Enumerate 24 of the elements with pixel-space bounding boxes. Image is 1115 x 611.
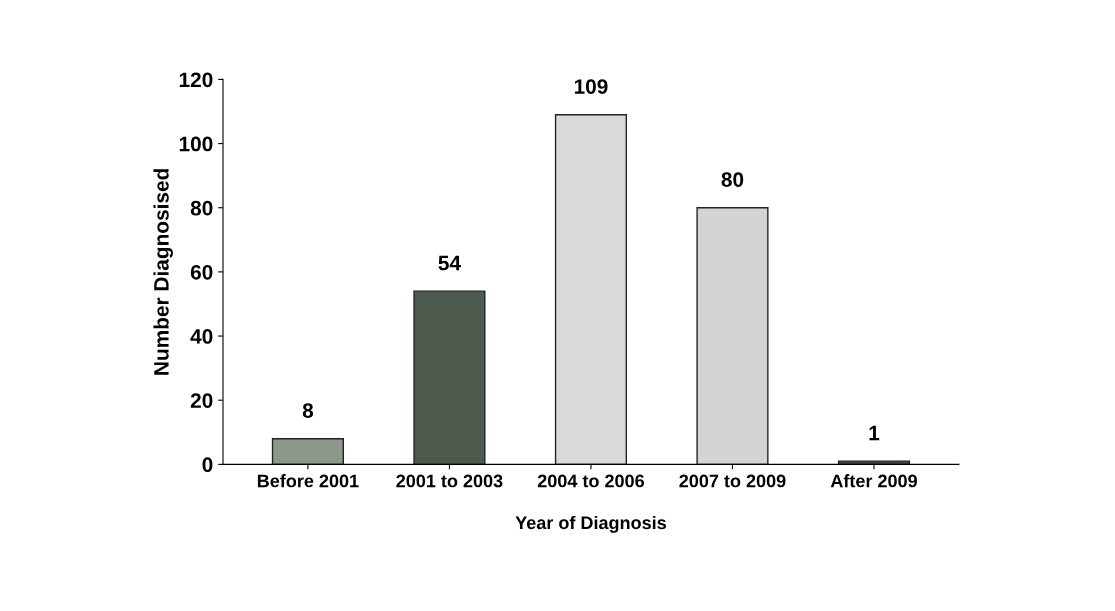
y-tick-label: 60: [190, 264, 213, 280]
x-tick-label: Before 2001: [257, 474, 359, 488]
x-axis-title: Year of Diagnosis: [515, 515, 666, 533]
data-label: 8: [302, 403, 314, 418]
bar: [696, 207, 769, 465]
y-tick-label: 100: [179, 136, 213, 152]
y-tick-label: 120: [179, 72, 213, 88]
x-tick-label: After 2009: [830, 474, 917, 488]
bar: [271, 438, 344, 465]
x-tick-label: 2001 to 2003: [396, 474, 503, 488]
bar: [837, 460, 911, 465]
y-axis-title: Number Diagnosised: [153, 169, 173, 375]
bar: [413, 290, 486, 465]
y-tick-label: 40: [190, 329, 213, 344]
data-label: 80: [721, 172, 744, 187]
x-tick-label: 2007 to 2009: [679, 474, 786, 488]
x-tick-label: 2004 to 2006: [537, 474, 645, 488]
bar: [554, 114, 628, 465]
data-label: 1: [869, 425, 880, 441]
data-label: 54: [438, 255, 461, 271]
y-tick-label: 0: [202, 457, 213, 473]
y-tick-label: 80: [190, 200, 213, 216]
y-tick-label: 20: [190, 393, 213, 408]
data-label: 109: [574, 79, 608, 94]
